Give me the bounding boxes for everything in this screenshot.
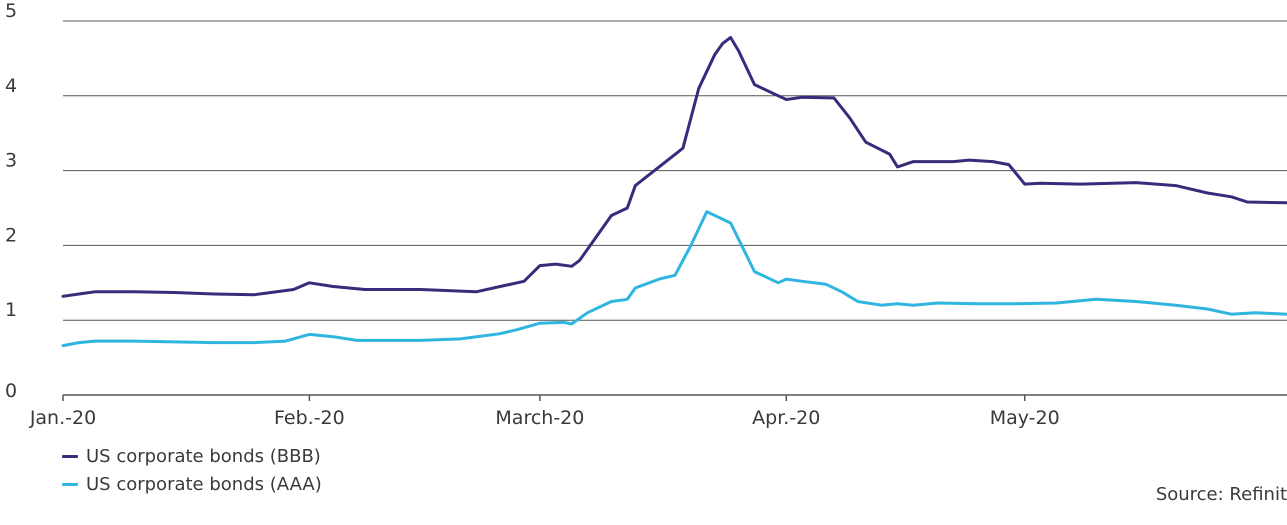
x-axis: Jan.-20 Feb.-20 March-20 Apr.-20 May-20 [29,394,1287,429]
legend-label-aaa: US corporate bonds (AAA) [86,473,322,495]
y-axis-tick-labels: 0 1 2 3 4 5 [5,0,17,402]
x-tick-label: March-20 [495,407,584,429]
y-tick-label: 1 [5,299,17,321]
y-tick-label: 0 [5,380,17,402]
series-line-aaa [61,210,1287,348]
series-line-bbb [61,36,1287,298]
series-lines [61,36,1287,348]
legend-item-aaa: US corporate bonds (AAA) [62,470,322,498]
legend-label-bbb: US corporate bonds (BBB) [86,445,321,467]
x-tick-label: May-20 [990,407,1060,429]
legend-swatch-bbb [62,454,78,458]
legend-swatch-aaa [62,482,78,486]
x-tick-label: Apr.-20 [752,407,820,429]
source-note: Source: Refinit [1155,484,1287,505]
y-tick-label: 2 [5,224,17,246]
legend: US corporate bonds (BBB) US corporate bo… [62,442,322,498]
y-tick-label: 3 [5,150,17,172]
y-tick-label: 4 [5,75,17,97]
legend-item-bbb: US corporate bonds (BBB) [62,442,322,470]
x-tick-label: Feb.-20 [274,407,345,429]
line-chart: 0 1 2 3 4 5 Jan.-20 Feb.-20 March-20 Apr.-20 May-… [5,0,1287,429]
x-tick-label: Jan.-20 [29,407,96,429]
y-tick-label: 5 [5,0,17,22]
gridlines [63,20,1287,321]
